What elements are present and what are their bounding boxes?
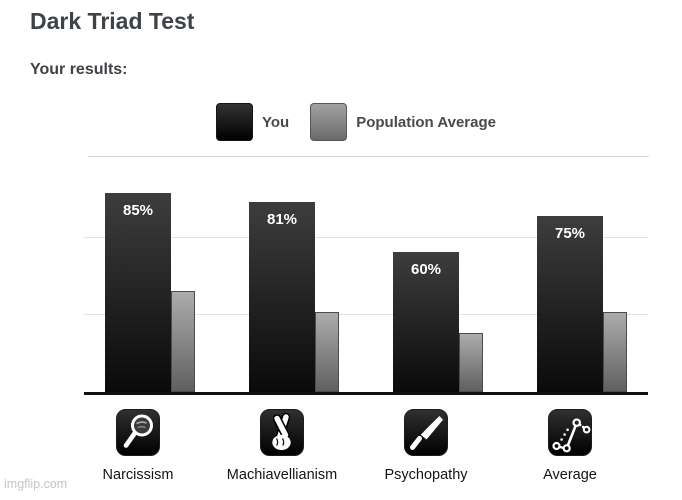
bar-chart: 85% 81% 60% 75% [84,152,648,395]
category-label: Psychopathy [384,467,468,483]
x-axis-line [84,392,648,395]
category-label: Machiavellianism [226,467,338,483]
crossed-fingers-icon [260,409,304,456]
gridline-66-percent [84,237,648,238]
line-graph-icon [548,409,592,456]
population-legend-label: Population Average [356,113,496,131]
population-legend-swatch [310,103,348,141]
category-narcissism: Narcissism [58,409,218,483]
category-label: Narcissism [102,467,174,483]
category-machiavellianism: Machiavellianism [202,409,362,483]
category-label: Average [543,467,597,483]
category-average: Average [490,409,650,483]
bar-population-narcissism [171,291,195,392]
bar-population-machiavellianism [315,312,339,392]
you-legend-label: You [262,113,290,131]
bar-you-machiavellianism: 81% [249,202,315,392]
you-legend-swatch [216,103,253,141]
bar-population-psychopathy [459,333,483,392]
bar-value-label: 60% [410,261,442,278]
bar-you-psychopathy: 60% [393,252,459,392]
gridline-33-percent [84,314,648,315]
imgflip-watermark: imgflip.com [4,477,68,491]
bar-population-average [603,312,627,392]
bar-you-average: 75% [537,216,603,392]
legend-divider [88,156,649,157]
chart-legend: You Population Average [216,103,496,141]
results-subtitle: Your results: [30,61,128,78]
bar-value-label: 85% [122,202,154,219]
knife-icon [404,409,448,456]
bar-value-label: 81% [266,211,298,228]
category-psychopathy: Psychopathy [346,409,506,483]
bar-you-narcissism: 85% [105,193,171,392]
hand-mirror-icon [116,409,160,456]
bar-value-label: 75% [554,225,586,242]
page-title: Dark Triad Test [30,8,195,34]
